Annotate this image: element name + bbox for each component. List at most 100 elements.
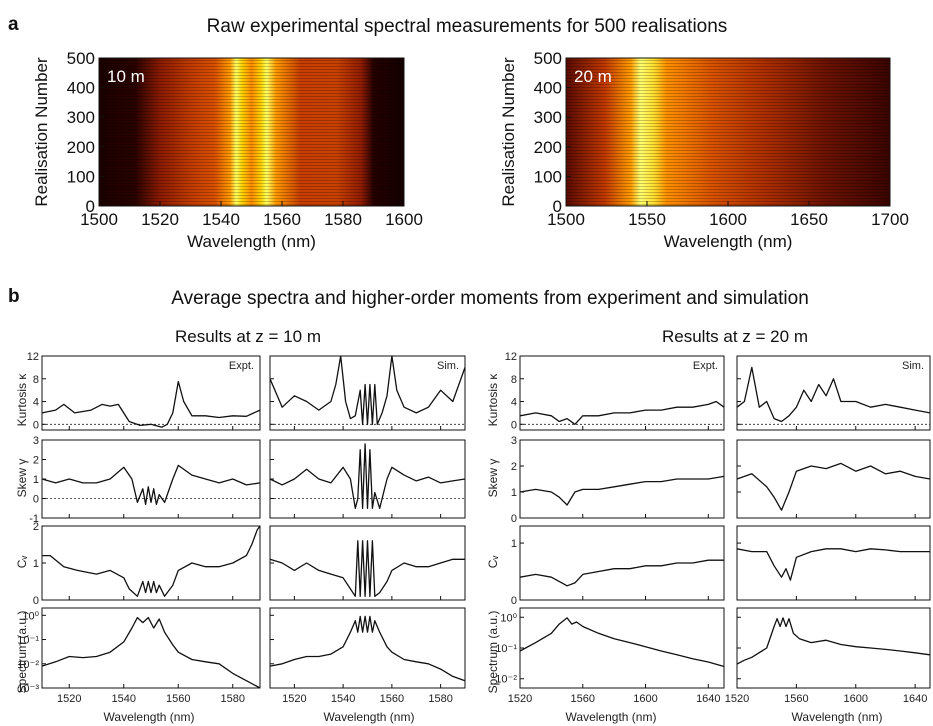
panel-a-letter: a — [8, 14, 19, 35]
x-tick-label: 1580 — [428, 693, 452, 705]
series-line — [736, 548, 930, 581]
x-tick-label: 1500 — [80, 210, 118, 229]
plot-b-20m-cv-expt: 01 — [511, 525, 725, 607]
series-line — [269, 615, 466, 682]
row-label-spectrum-20m: Spectrum (a.u.) — [486, 611, 500, 694]
series-line — [269, 443, 466, 509]
x-tick-label: 1520 — [57, 693, 81, 705]
x-tick-label: 1560 — [263, 210, 301, 229]
x-tick-label: 1520 — [725, 693, 749, 705]
plot-frame — [269, 607, 466, 689]
x-tick-label: 1520 — [282, 693, 306, 705]
y-tick-label: -1 — [29, 513, 39, 525]
plot-b-20m-kurt-expt: 0 4 8 12 Expt. — [505, 351, 725, 431]
row-label-spectrum-10m: Spectrum (a.u.) — [15, 611, 29, 694]
y-tick-label: 0 — [86, 197, 95, 216]
plot-b-10m-spec-expt: 10⁻³ 10⁻² 10⁻¹ 10⁰ 1520 1540 1560 1580 — [17, 607, 261, 705]
row-label-cv-10m: Cᵥ — [15, 556, 29, 569]
plot-frame — [269, 525, 466, 601]
y-tick-label: 0 — [33, 595, 39, 607]
y-tick-label: 0 — [553, 197, 562, 216]
x-tick-label: 1650 — [790, 210, 828, 229]
y-tick-label: 2 — [33, 521, 39, 533]
x-tick-label: 1580 — [324, 210, 362, 229]
plot-b-10m-spec-sim: 1520 1540 1560 1580 — [269, 607, 466, 705]
plot-frame — [41, 439, 261, 519]
y-tick-label: 10⁰ — [22, 610, 39, 622]
group-title-10m: Results at z = 10 m — [175, 327, 321, 346]
y-tick-label: 500 — [534, 49, 562, 68]
series-line — [42, 525, 261, 597]
y-tick-label: 10⁰ — [500, 612, 517, 624]
heatmap-texture — [99, 58, 404, 206]
y-tick-label: 1 — [511, 487, 517, 499]
x-tick-label: 1640 — [903, 693, 927, 705]
y-tick-label: 1 — [33, 474, 39, 486]
y-tick-label: 300 — [534, 108, 562, 127]
series-line — [519, 475, 725, 506]
plot-b-20m-skew-expt: 0 1 2 3 — [511, 435, 725, 525]
y-tick-label: 0 — [33, 494, 39, 506]
xlabel-10m-expt: Wavelength (nm) — [104, 710, 195, 724]
heatmap-texture — [566, 58, 890, 206]
y-tick-label: 200 — [67, 138, 95, 157]
plot-b-10m-kurt-sim: Sim. — [269, 355, 466, 431]
y-tick-label: 2 — [511, 461, 517, 473]
xlabel-20m-sim: Wavelength (nm) — [792, 710, 883, 724]
plot-frame — [736, 439, 931, 519]
row-label-kurtosis-10m: Kurtosis κ — [15, 373, 29, 427]
plot-tag: Expt. — [229, 360, 254, 372]
xlabel-10m-sim: Wavelength (nm) — [324, 710, 415, 724]
heatmap-frame — [98, 57, 405, 207]
y-tick-label: 3 — [511, 435, 517, 447]
plot-b-10m-skew-expt: -1 0 1 2 3 — [29, 435, 261, 525]
y-axis-label: Realisation Number — [499, 57, 518, 207]
y-tick-label: 8 — [33, 374, 39, 386]
y-tick-label: 100 — [534, 167, 562, 186]
row-label-skew-10m: Skew γ — [15, 459, 29, 498]
series-line — [736, 366, 931, 423]
plot-tag: Expt. — [693, 360, 718, 372]
row-label-cv-20m: Cᵥ — [486, 556, 500, 569]
y-tick-label: 300 — [67, 108, 95, 127]
y-tick-label: 0 — [511, 595, 517, 607]
y-tick-label: 1 — [33, 558, 39, 570]
y-tick-label: 100 — [67, 167, 95, 186]
series-line — [519, 400, 725, 425]
y-tick-label: 500 — [67, 49, 95, 68]
x-tick-label: 1560 — [784, 693, 808, 705]
x-tick-label: 1600 — [385, 210, 423, 229]
plot-b-20m-spec-expt: 10⁻² 10⁻¹ 10⁰ 1520 1560 1600 1640 — [495, 607, 725, 705]
x-tick-label: 1560 — [571, 693, 595, 705]
y-tick-label: 0 — [511, 513, 517, 525]
plot-b-10m-cv-expt: 0 1 2 — [33, 521, 261, 607]
y-tick-label: 8 — [511, 374, 517, 386]
row-label-kurtosis-20m: Kurtosis κ — [486, 373, 500, 427]
x-tick-label: 1540 — [331, 693, 355, 705]
plot-tag: Sim. — [437, 360, 459, 372]
x-tick-label: 1540 — [202, 210, 240, 229]
y-tick-label: 0 — [511, 419, 517, 431]
y-tick-label: 2 — [33, 455, 39, 467]
x-axis-label: Wavelength (nm) — [664, 232, 793, 251]
plot-b-20m-spec-sim: 1520 1560 1600 1640 — [725, 607, 931, 705]
inset-label: 20 m — [574, 67, 612, 86]
x-tick-label: 1580 — [221, 693, 245, 705]
y-tick-label: 10⁻² — [495, 674, 517, 686]
plot-frame — [41, 355, 261, 431]
plot-b-20m-kurt-sim: Sim. — [736, 355, 931, 431]
y-tick-label: 10⁻³ — [17, 683, 39, 695]
plot-frame — [41, 607, 261, 689]
y-tick-label: 12 — [27, 351, 39, 363]
series-line — [41, 464, 261, 506]
series-line — [41, 616, 261, 689]
x-tick-label: 1500 — [547, 210, 585, 229]
series-line — [41, 380, 261, 428]
y-axis-label: Realisation Number — [32, 57, 51, 207]
plot-frame — [519, 607, 725, 689]
y-tick-label: 10⁻² — [17, 659, 39, 671]
plot-frame — [736, 607, 931, 689]
y-tick-label: 200 — [534, 138, 562, 157]
plot-b-10m-kurt-expt: 0 4 8 12 Expt. — [27, 351, 261, 431]
